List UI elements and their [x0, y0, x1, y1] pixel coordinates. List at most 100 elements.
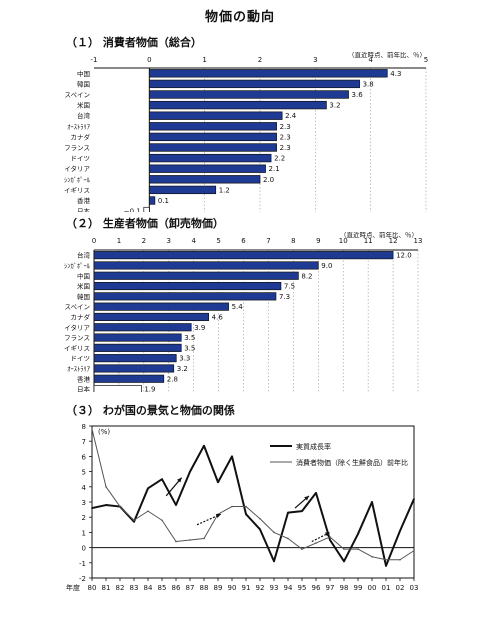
- category-label: ドイツ: [71, 355, 91, 363]
- data-point: [315, 492, 317, 494]
- x-tick-label: 87: [186, 584, 195, 592]
- y-tick-label: 2: [82, 514, 86, 522]
- data-point: [301, 548, 303, 550]
- x-tick-label: 2: [258, 56, 262, 64]
- data-point: [385, 558, 387, 561]
- data-point: [357, 533, 359, 535]
- y-axis-label: (%): [98, 428, 110, 436]
- y-tick-label: -1: [79, 560, 86, 568]
- category-label: ｼﾝｶﾞﾎﾟｰﾙ: [64, 262, 91, 270]
- bar: [93, 354, 177, 363]
- category-label: カナダ: [71, 132, 91, 141]
- y-tick-label: -2: [79, 575, 86, 583]
- data-label: 3.2: [177, 365, 188, 373]
- data-point: [273, 560, 275, 563]
- data-label: 1.9: [144, 386, 155, 392]
- data-point: [315, 542, 317, 544]
- category-label: 台湾: [77, 111, 91, 120]
- bar: [148, 153, 272, 163]
- data-point: [343, 560, 345, 563]
- x-tick-label: 2: [142, 237, 146, 245]
- legend-label: 実質成長率: [296, 442, 331, 451]
- category-label: イギリス: [64, 186, 90, 194]
- data-label: 2.2: [274, 155, 285, 163]
- data-point: [399, 530, 401, 532]
- y-tick-label: 8: [82, 423, 86, 431]
- x-tick-label: 3: [167, 237, 171, 245]
- data-point: [245, 505, 247, 508]
- y-tick-label: 4: [82, 484, 87, 492]
- bar: [93, 384, 142, 392]
- x-tick-label: 82: [116, 584, 125, 592]
- x-tick-label: 8: [291, 237, 295, 245]
- section-title-consumer-prices: （１） 消費者物価（総合）: [66, 36, 202, 49]
- data-label: 4.3: [390, 70, 401, 78]
- data-label: 2.4: [285, 112, 297, 120]
- data-label: 3.5: [184, 344, 195, 352]
- x-tick-label: 02: [396, 584, 405, 592]
- x-tick-label: 12: [389, 237, 398, 245]
- x-tick-label: 84: [144, 584, 153, 592]
- data-point: [217, 481, 219, 484]
- data-label: 2.1: [269, 165, 280, 173]
- data-point: [273, 531, 275, 534]
- data-point: [343, 548, 345, 550]
- x-tick-label: 80: [88, 584, 97, 592]
- data-point: [161, 478, 163, 480]
- data-label: 5.4: [232, 303, 244, 311]
- category-label: 米国: [77, 101, 90, 110]
- data-point: [147, 510, 149, 512]
- bar: [93, 281, 282, 291]
- x-tick-label: 11: [364, 237, 373, 245]
- x-tick-label: 92: [256, 584, 265, 592]
- data-point: [91, 428, 93, 430]
- bar: [148, 196, 156, 205]
- category-label: 日本: [77, 207, 91, 212]
- bar: [148, 132, 277, 142]
- bar: [93, 261, 319, 270]
- category-label: ｵｰｽﾄﾗﾘｱ: [67, 365, 91, 373]
- data-label: 3.2: [329, 102, 340, 110]
- data-label: 7.5: [284, 283, 295, 291]
- x-tick-label: 81: [102, 584, 111, 592]
- x-tick-label: 0: [147, 56, 151, 64]
- data-label: 3.9: [194, 324, 205, 332]
- bar: [148, 69, 388, 78]
- data-label: 3.3: [179, 355, 190, 363]
- x-tick-label: 03: [410, 584, 419, 592]
- x-tick-label: 0: [92, 237, 96, 245]
- data-label: 9.0: [321, 262, 332, 270]
- x-tick-label: 85: [158, 584, 167, 592]
- data-point: [413, 549, 415, 552]
- trend-arrow-head: [304, 495, 309, 501]
- x-tick-label: 6: [241, 237, 246, 245]
- data-label: 1.2: [219, 186, 230, 194]
- bar: [93, 302, 229, 311]
- x-axis-label: 年度: [66, 583, 80, 592]
- category-label: 日本: [77, 385, 91, 392]
- y-tick-label: 3: [82, 499, 86, 507]
- trend-arrow-head: [325, 532, 330, 537]
- category-label: 米国: [77, 282, 90, 291]
- bar: [148, 90, 349, 99]
- bar: [148, 185, 217, 195]
- x-tick-label: 93: [270, 584, 279, 592]
- data-label: 3.5: [184, 334, 195, 342]
- x-tick-label: 1: [202, 56, 206, 64]
- trend-arrow-head: [215, 514, 221, 518]
- data-point: [175, 540, 177, 543]
- category-label: フランス: [64, 334, 90, 342]
- x-tick-label: 89: [214, 584, 223, 592]
- category-label: ｵｰｽﾄﾗﾘｱ: [67, 123, 91, 131]
- x-tick-label: -1: [91, 56, 98, 64]
- x-tick-label: 88: [200, 584, 209, 592]
- data-label: 2.3: [280, 144, 291, 152]
- data-point: [189, 470, 191, 473]
- data-point: [413, 498, 415, 500]
- section-title-business-price-relation: （３） わが国の景気と物価の関係: [66, 404, 235, 417]
- x-tick-label: 01: [382, 584, 391, 592]
- category-label: ｼﾝｶﾞﾎﾟｰﾙ: [64, 176, 91, 184]
- bar: [148, 175, 261, 184]
- data-point: [203, 444, 205, 447]
